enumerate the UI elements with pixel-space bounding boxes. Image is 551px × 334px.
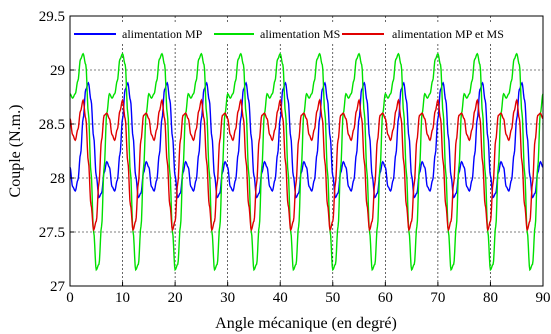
- legend: alimentation MP alimentation MS alimentati…: [71, 24, 542, 42]
- x-tick-label: 70: [430, 290, 445, 306]
- series-line-3: [69, 98, 544, 232]
- x-tick-label: 80: [483, 290, 498, 306]
- legend-label: alimentation MS: [260, 27, 340, 41]
- grid: [70, 16, 543, 286]
- x-tick-label: 50: [325, 290, 340, 306]
- x-ticks: 0 10 20 30 40 50 60 70 80 90: [66, 282, 551, 306]
- x-tick-label: 20: [168, 290, 183, 306]
- legend-label: alimentation MP: [122, 27, 203, 41]
- x-tick-label: 40: [273, 290, 288, 306]
- plot-frame: [69, 15, 544, 287]
- y-ticks: 27 27.5 28 28.5 29 29.5: [39, 9, 74, 295]
- y-axis-title: Couple (N.m.): [7, 105, 24, 198]
- x-axis-title: Angle mécanique (en degré): [215, 315, 397, 332]
- y-tick-label: 29.5: [39, 9, 65, 25]
- y-tick-label: 28.5: [39, 117, 65, 133]
- x-tick-label: 30: [220, 290, 235, 306]
- x-tick-label: 60: [378, 290, 393, 306]
- legend-background: [71, 24, 542, 42]
- x-tick-label: 0: [66, 290, 74, 306]
- x-tick-label: 90: [536, 290, 551, 306]
- y-tick-label: 29: [50, 63, 65, 79]
- series-line-2: [69, 52, 544, 272]
- x-tick-label: 10: [115, 290, 130, 306]
- series-line-1: [69, 81, 544, 199]
- y-tick-label: 27.5: [39, 225, 65, 241]
- series-layer: [69, 52, 544, 272]
- y-tick-label: 27: [50, 279, 66, 295]
- legend-label: alimentation MP et MS: [392, 27, 504, 41]
- y-tick-label: 28: [50, 171, 65, 187]
